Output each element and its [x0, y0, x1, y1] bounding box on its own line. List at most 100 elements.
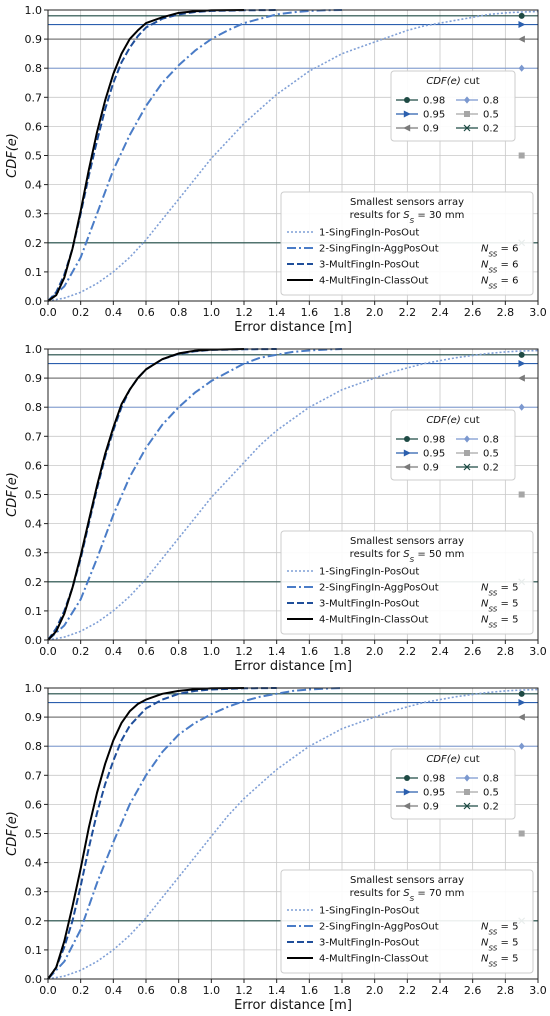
series-legend-nss: NSS = 5 [481, 615, 518, 630]
y-tick-labels: 0.0 0.1 0.2 0.3 0.4 0.5 0.6 0.7 0.8 0.9 1.0 [25, 4, 48, 308]
x-tick-label: 3.0 [529, 306, 547, 319]
y-tick-label: 0.6 [25, 798, 43, 811]
series-legend-label: 1-SingFingIn-PosOut [319, 906, 419, 917]
x-tick-label: 0.2 [72, 645, 90, 658]
cut-legend-label: 0.2 [483, 802, 499, 813]
chart-panel-3: 0.0 0.2 0.4 0.6 0.8 1.0 1.2 1.4 1.6 1.8 2.0 2.2 2.4 2… [5, 682, 547, 1013]
cut-legend: CDF(e) cut 0.98 0.95 0.9 0.8 0.5 0.2 [390, 748, 516, 820]
series-legend-label: 2-SingFingIn-AggPosOut [319, 244, 439, 255]
series-line-1 [47, 349, 539, 641]
x-tick-label: 1.8 [333, 306, 351, 319]
y-tick-label: 0.3 [25, 208, 43, 221]
cut-legend-marker-0.8 [464, 774, 470, 782]
x-tick-label: 1.0 [203, 306, 221, 319]
cut-legend-marker-0.9 [403, 124, 411, 132]
y-tick-label: 0.5 [25, 150, 43, 163]
cut-marker-0.8 [518, 742, 525, 750]
x-tick-label: 1.2 [235, 306, 253, 319]
y-tick-label: 0.7 [25, 769, 43, 782]
x-axis-label: Error distance [m] [234, 998, 352, 1013]
series-legend: Smallest sensors array results for SS = 5… [280, 530, 534, 635]
cut-legend-marker-0.5 [464, 111, 470, 117]
x-tick-label: 2.8 [497, 645, 515, 658]
x-tick-label: 0.8 [170, 984, 188, 997]
series-legend-nss: NSS = 6 [481, 276, 518, 291]
series-legend-nss: NSS = 5 [481, 954, 518, 969]
x-tick-label: 1.4 [268, 645, 286, 658]
cut-legend-marker-0.98 [404, 97, 410, 103]
cut-legend-label: 0.9 [423, 463, 439, 474]
y-tick-label: 0.9 [25, 711, 43, 724]
cut-lines [48, 15, 538, 244]
cut-legend-label: 0.5 [483, 449, 499, 460]
y-tick-label: 0.1 [25, 944, 43, 957]
x-tick-label: 0.2 [72, 984, 90, 997]
series-line-2 [47, 9, 343, 302]
y-tick-label: 0.0 [25, 973, 43, 986]
cut-marker-0.95 [518, 360, 526, 368]
series-line-4 [47, 687, 245, 980]
y-tick-label: 0.2 [25, 915, 43, 928]
y-tick-labels: 0.0 0.1 0.2 0.3 0.4 0.5 0.6 0.7 0.8 0.9 1.0 [25, 343, 48, 647]
x-tick-label: 2.2 [399, 645, 417, 658]
cut-marker-0.8 [518, 64, 525, 72]
x-tick-label: 0.0 [39, 984, 57, 997]
series-legend-label: 4-MultFingIn-ClassOut [319, 615, 429, 626]
cut-legend-title: CDF(e) cut [426, 76, 479, 87]
x-tick-label: 0.0 [39, 306, 57, 319]
y-tick-label: 0.2 [25, 237, 43, 250]
y-tick-label: 0.1 [25, 605, 43, 618]
series-legend-box [280, 869, 534, 974]
cut-legend-box [390, 409, 516, 481]
series-legend-label: 3-MultFingIn-PosOut [319, 938, 419, 949]
series-group [47, 687, 539, 980]
y-tick-label: 0.3 [25, 886, 43, 899]
cut-marker-0.5 [518, 830, 525, 837]
series-line-3 [47, 687, 277, 980]
cut-marker-0.9 [517, 374, 525, 382]
x-tick-label: 2.0 [366, 306, 384, 319]
series-legend-label: 1-SingFingIn-PosOut [319, 228, 419, 239]
cut-legend-marker-0.2 [463, 463, 471, 471]
cut-legend-box [390, 70, 516, 142]
y-axis-label: CDF(e) [5, 811, 20, 856]
cut-legend-marker-0.95 [403, 449, 411, 457]
x-tick-label: 0.4 [105, 984, 123, 997]
series-legend-label: 3-MultFingIn-PosOut [319, 599, 419, 610]
y-tick-label: 0.4 [25, 518, 43, 531]
y-tick-label: 0.0 [25, 634, 43, 647]
cut-legend-label: 0.8 [483, 96, 499, 107]
cut-legend-label: 0.5 [483, 788, 499, 799]
cut-legend-marker-0.98 [404, 436, 410, 442]
cut-legend-label: 0.98 [423, 774, 445, 785]
cut-legend: CDF(e) cut 0.98 0.95 0.9 0.8 0.5 0.2 [390, 409, 516, 481]
x-tick-label: 1.2 [235, 645, 253, 658]
cut-legend-label: 0.98 [423, 435, 445, 446]
cut-legend-box [390, 748, 516, 820]
series-legend-title-line: results for SS = 30 mm [350, 210, 465, 225]
cut-legend-label: 0.2 [483, 463, 499, 474]
cut-marker-0.98 [518, 351, 525, 358]
cut-legend-marker-0.2 [463, 802, 471, 810]
series-legend-label: 2-SingFingIn-AggPosOut [319, 922, 439, 933]
x-tick-label: 2.0 [366, 984, 384, 997]
series-legend-label: 3-MultFingIn-PosOut [319, 260, 419, 271]
series-legend-label: 2-SingFingIn-AggPosOut [319, 583, 439, 594]
series-legend: Smallest sensors array results for SS = 3… [280, 191, 534, 296]
series-line-4 [47, 9, 245, 302]
x-tick-labels: 0.0 0.2 0.4 0.6 0.8 1.0 1.2 1.4 1.6 1.8 2.0 2.2 2.4 2… [39, 979, 547, 997]
cut-legend-label: 0.9 [423, 802, 439, 813]
y-tick-labels: 0.0 0.1 0.2 0.3 0.4 0.5 0.6 0.7 0.8 0.9 1.0 [25, 682, 48, 986]
x-axis-label: Error distance [m] [234, 320, 352, 335]
y-axis-label: CDF(e) [5, 472, 20, 517]
x-tick-label: 1.8 [333, 645, 351, 658]
series-legend-box [280, 191, 534, 296]
y-tick-label: 1.0 [25, 343, 43, 356]
x-tick-label: 1.2 [235, 984, 253, 997]
y-tick-label: 1.0 [25, 4, 43, 17]
x-tick-label: 2.8 [497, 306, 515, 319]
x-tick-label: 2.4 [431, 306, 449, 319]
y-tick-label: 0.5 [25, 489, 43, 502]
cut-legend-marker-0.98 [404, 775, 410, 781]
